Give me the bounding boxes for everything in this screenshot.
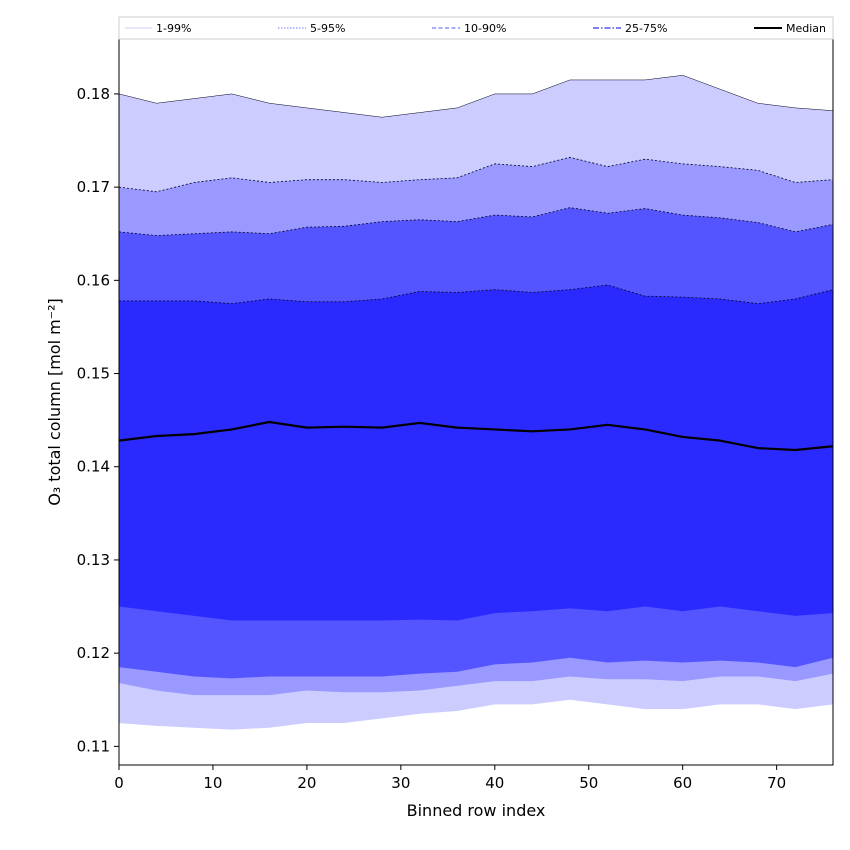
y-tick-label-0.14: 0.14 bbox=[77, 458, 110, 476]
x-axis-label: Binned row index bbox=[407, 801, 546, 820]
y-tick-label-0.18: 0.18 bbox=[77, 85, 110, 103]
x-tick-label-30: 30 bbox=[391, 774, 410, 792]
x-tick-label-70: 70 bbox=[767, 774, 786, 792]
y-tick-label-0.15: 0.15 bbox=[77, 365, 110, 383]
x-tick-label-60: 60 bbox=[673, 774, 692, 792]
x-tick-label-50: 50 bbox=[579, 774, 598, 792]
bands-layer bbox=[118, 75, 834, 730]
band-upper-edge-5-95% bbox=[118, 156, 834, 193]
legend-label-1-99: 1-99% bbox=[156, 22, 191, 35]
median-line bbox=[118, 420, 834, 452]
y-tick-label-0.13: 0.13 bbox=[77, 551, 110, 569]
legend: 1-99% 5-95% 10-90% 25-75% Median bbox=[118, 16, 834, 40]
y-tick-label-0.12: 0.12 bbox=[77, 644, 110, 662]
x-axis: 0 10 20 30 40 50 60 70 bbox=[114, 765, 786, 792]
y-tick-label-0.11: 0.11 bbox=[77, 737, 110, 755]
x-tick-label-40: 40 bbox=[485, 774, 504, 792]
x-tick-label-0: 0 bbox=[114, 774, 124, 792]
y-axis: 0.11 0.12 0.13 0.14 0.15 0.16 0.17 0.18 bbox=[77, 85, 119, 755]
legend-box bbox=[118, 16, 834, 40]
legend-label-10-90: 10-90% bbox=[464, 22, 506, 35]
median-layer bbox=[118, 420, 834, 452]
y-axis-label: O₃ total column [mol m⁻²] bbox=[45, 298, 64, 506]
y-tick-label-0.16: 0.16 bbox=[77, 271, 110, 289]
x-tick-label-20: 20 bbox=[297, 774, 316, 792]
y-tick-label-0.17: 0.17 bbox=[77, 178, 110, 196]
legend-label-5-95: 5-95% bbox=[310, 22, 345, 35]
band-fill-25-75% bbox=[119, 284, 833, 621]
legend-label-median: Median bbox=[786, 22, 826, 35]
x-tick-label-10: 10 bbox=[203, 774, 222, 792]
legend-label-25-75: 25-75% bbox=[625, 22, 667, 35]
band-upper-edge-1-99% bbox=[118, 75, 834, 118]
